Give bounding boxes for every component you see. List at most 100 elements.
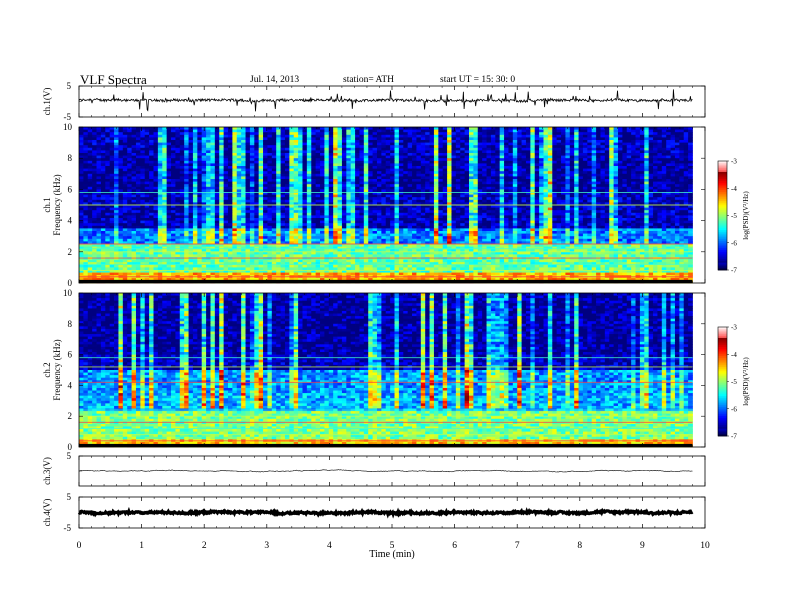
spectrogram-cell (508, 207, 514, 211)
spectrogram-cell (333, 166, 338, 169)
spectrogram-cell (320, 129, 325, 133)
spectrogram-cell (648, 137, 654, 141)
spectrogram-cell (525, 215, 531, 219)
spectrogram-cell (464, 184, 470, 188)
spectrogram-cell (582, 197, 588, 201)
spectrogram-cell (166, 127, 172, 130)
spectrogram-cell (100, 176, 106, 180)
spectrogram-cell (157, 134, 163, 138)
spectrogram-cell (661, 132, 667, 136)
spectrogram-cell (144, 184, 150, 188)
spectrogram-cell (394, 207, 400, 211)
spectrogram-cell (219, 179, 224, 182)
spectrogram-cell (534, 134, 540, 138)
spectrogram-cell (284, 171, 290, 175)
spectrogram-cell (582, 192, 588, 195)
spectrogram-cell (495, 137, 501, 141)
spectrogram-cell (135, 171, 141, 175)
spectrogram-cell (617, 150, 623, 154)
spectrogram-cell (109, 140, 115, 143)
spectrogram-cell (490, 132, 496, 136)
spectrogram-cell (79, 168, 84, 172)
spectrogram-cell (534, 155, 540, 159)
spectrogram-cell (197, 129, 203, 133)
spectrogram-cell (346, 197, 352, 201)
spectrogram-cell (219, 210, 224, 214)
spectrogram-cell (140, 145, 146, 149)
spectrogram-cell (210, 127, 216, 130)
spectrogram-cell (175, 145, 181, 149)
spectrogram-cell (350, 137, 356, 141)
spectrogram-cell (504, 202, 509, 206)
spectrogram-cell (508, 176, 514, 180)
spectrogram-cell (631, 168, 636, 172)
spectrogram-cell (131, 210, 137, 214)
spectrogram-cell (355, 150, 360, 154)
spectrogram-cell (149, 179, 154, 182)
spectrogram-cell (425, 179, 430, 182)
spectrogram-cell (679, 145, 685, 149)
spectrogram-cell (469, 215, 474, 219)
spectrogram-cell (670, 147, 676, 151)
spectrogram-cell (543, 166, 549, 169)
spectrogram-cell (376, 158, 382, 162)
spectrogram-cell (144, 153, 150, 156)
spectrogram-cell (175, 171, 181, 175)
spectrogram-cell (596, 179, 601, 182)
spectrogram-cell (578, 168, 584, 172)
spectrogram-cell (171, 153, 176, 156)
spectrogram-cell (464, 153, 470, 156)
spectrogram-cell (83, 210, 89, 214)
spectrogram-cell (105, 158, 111, 162)
spectrogram-cell (420, 158, 426, 162)
spectrogram-cell (149, 160, 154, 164)
spectrogram-cell (464, 215, 470, 219)
spectrogram-cell (144, 173, 150, 177)
spectrogram-cell (473, 186, 479, 190)
spectrogram-cell (666, 145, 671, 149)
spectrogram-cell (644, 179, 650, 182)
spectrogram-cell (254, 134, 260, 138)
spectrogram-cell (214, 194, 220, 198)
spectrogram-cell (372, 142, 378, 146)
spectrogram-cell (539, 166, 544, 169)
spectrogram-cell (407, 168, 413, 172)
spectrogram-cell (390, 142, 395, 146)
spectrogram-cell (249, 205, 255, 208)
spectrogram-cell (512, 158, 518, 162)
spectrogram-cell (258, 212, 264, 216)
spectrogram-cell (293, 134, 299, 138)
spectrogram-cell (565, 189, 571, 193)
spectrogram-cell (390, 166, 395, 169)
spectrogram-cell (236, 137, 242, 141)
spectrogram-cell (574, 205, 579, 208)
spectrogram-cell (114, 186, 119, 190)
spectrogram-cell (289, 145, 295, 149)
spectrogram-cell (118, 163, 124, 167)
spectrogram-cell (679, 207, 685, 211)
spectrogram-cell (162, 199, 168, 203)
spectrogram-cell (346, 173, 352, 177)
spectrogram-cell (574, 168, 579, 172)
spectrogram-cell (504, 166, 509, 169)
spectrogram-cell (210, 163, 216, 167)
spectrogram-cell (644, 202, 650, 206)
spectrogram-cell (451, 127, 457, 130)
spectrogram-cell (293, 163, 299, 167)
spectrogram-cell (87, 145, 93, 149)
spectrogram-cell (464, 166, 470, 169)
spectrogram-cell (298, 199, 303, 203)
spectrogram-cell (284, 189, 290, 193)
spectrogram-cell (100, 150, 106, 154)
spectrogram-cell (105, 132, 111, 136)
spectrogram-cell (245, 155, 251, 159)
spectrogram-cell (245, 194, 251, 198)
spectrogram-cell (596, 189, 601, 193)
spectrogram-cell (403, 194, 409, 198)
spectrogram-cell (429, 155, 435, 159)
spectrogram-cell (661, 142, 667, 146)
spectrogram-cell (407, 192, 413, 195)
spectrogram-cell (495, 189, 501, 193)
spectrogram-cell (232, 173, 238, 177)
spectrogram-cell (263, 153, 268, 156)
